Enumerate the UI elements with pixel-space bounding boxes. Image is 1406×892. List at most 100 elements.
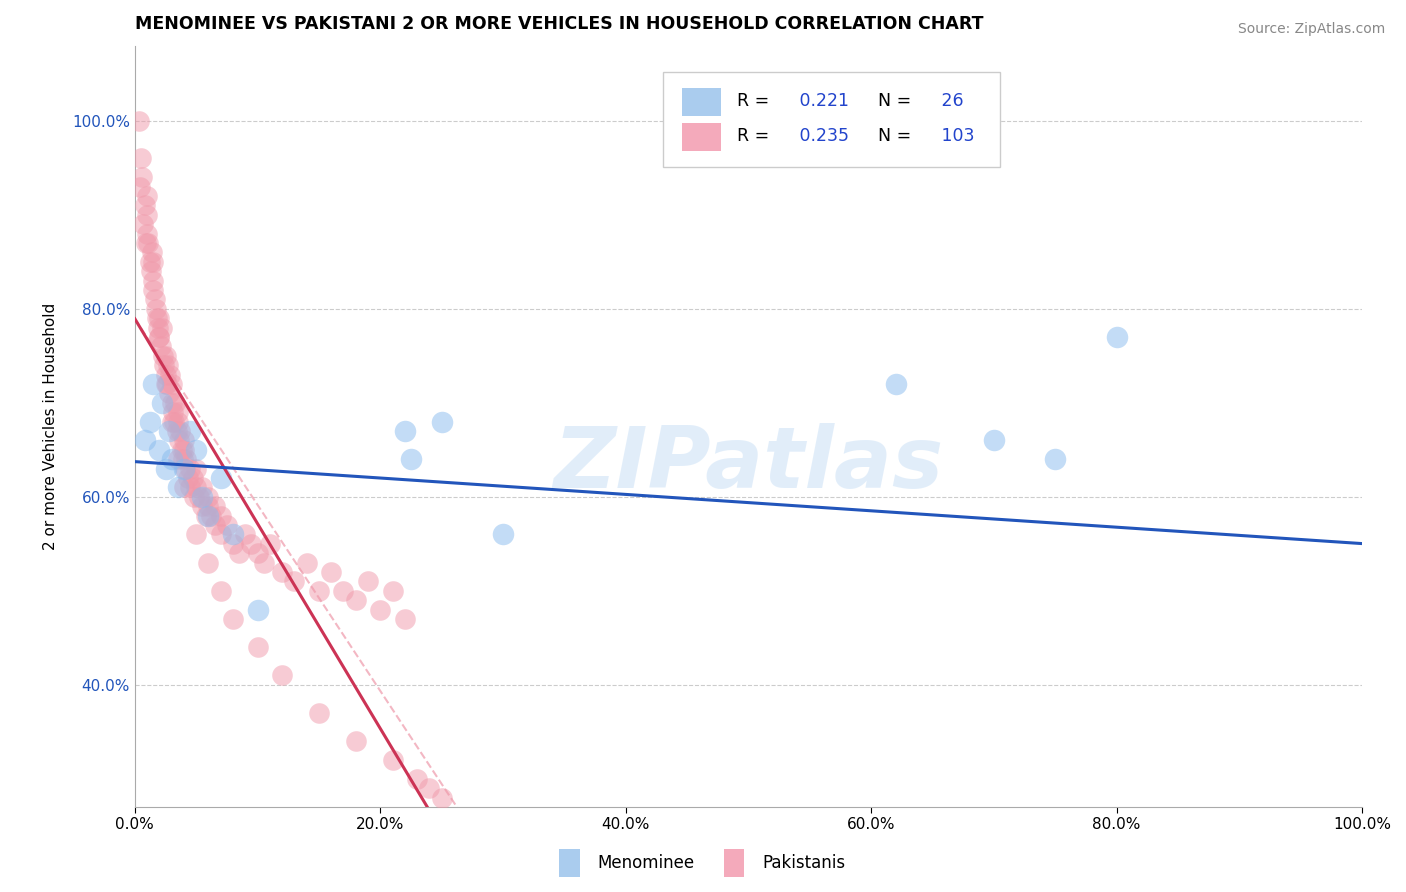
Text: R =: R = — [737, 92, 775, 111]
Text: 0.221: 0.221 — [794, 92, 849, 111]
Point — [381, 753, 404, 767]
Point — [160, 415, 183, 429]
Text: Menominee: Menominee — [598, 855, 695, 872]
Point — [142, 274, 165, 288]
Point — [160, 377, 183, 392]
Point — [204, 500, 226, 514]
Point — [131, 170, 153, 185]
FancyBboxPatch shape — [682, 122, 721, 151]
Point — [191, 500, 214, 514]
Point — [148, 311, 170, 326]
Point — [148, 330, 170, 344]
Point — [129, 152, 152, 166]
Text: N =: N = — [868, 127, 917, 145]
Point — [884, 377, 907, 392]
Point — [186, 527, 208, 541]
Point — [186, 480, 208, 494]
Point — [148, 320, 170, 334]
Point — [143, 293, 166, 307]
Text: 26: 26 — [936, 92, 963, 111]
Point — [381, 583, 404, 598]
Point — [186, 461, 208, 475]
Point — [159, 368, 181, 382]
Point — [253, 556, 276, 570]
Point — [259, 537, 281, 551]
Point — [176, 471, 198, 485]
Point — [308, 706, 330, 720]
Point — [983, 434, 1005, 448]
Point — [174, 461, 197, 475]
Point — [191, 490, 214, 504]
Point — [152, 349, 174, 363]
Point — [209, 508, 232, 523]
Point — [357, 574, 380, 589]
Point — [399, 452, 422, 467]
Point — [1045, 452, 1067, 467]
Text: MENOMINEE VS PAKISTANI 2 OR MORE VEHICLES IN HOUSEHOLD CORRELATION CHART: MENOMINEE VS PAKISTANI 2 OR MORE VEHICLE… — [135, 15, 983, 33]
Point — [166, 480, 188, 494]
Point — [197, 508, 219, 523]
Point — [146, 311, 169, 326]
Point — [492, 527, 515, 541]
Text: Source: ZipAtlas.com: Source: ZipAtlas.com — [1237, 22, 1385, 37]
Point — [136, 208, 159, 222]
Point — [166, 405, 188, 419]
Point — [197, 490, 219, 504]
Point — [166, 415, 188, 429]
Point — [271, 668, 294, 682]
Point — [246, 546, 269, 560]
Point — [136, 189, 159, 203]
Point — [134, 198, 156, 212]
Point — [166, 452, 188, 467]
Point — [162, 405, 184, 419]
Point — [157, 424, 180, 438]
Point — [166, 424, 188, 438]
Point — [170, 442, 193, 457]
Point — [135, 235, 157, 250]
Point — [209, 527, 232, 541]
Text: 0.235: 0.235 — [794, 127, 849, 145]
Point — [150, 320, 173, 334]
Point — [155, 377, 177, 392]
Point — [148, 330, 170, 344]
Point — [142, 283, 165, 297]
Y-axis label: 2 or more Vehicles in Household: 2 or more Vehicles in Household — [44, 302, 58, 550]
Point — [233, 527, 256, 541]
Point — [155, 368, 177, 382]
Point — [368, 602, 391, 616]
Point — [191, 480, 214, 494]
Point — [430, 790, 453, 805]
Point — [141, 245, 163, 260]
Point — [204, 518, 226, 533]
Point — [228, 546, 250, 560]
Point — [176, 452, 198, 467]
Point — [179, 424, 201, 438]
Point — [215, 518, 238, 533]
Point — [167, 434, 190, 448]
Point — [165, 396, 187, 410]
Point — [169, 424, 191, 438]
Point — [222, 527, 245, 541]
Point — [134, 434, 156, 448]
Point — [139, 264, 162, 278]
Point — [186, 442, 208, 457]
Point — [308, 583, 330, 598]
Point — [173, 461, 195, 475]
Text: ZIPatlas: ZIPatlas — [554, 423, 943, 506]
Text: N =: N = — [868, 92, 917, 111]
Text: Pakistanis: Pakistanis — [762, 855, 845, 872]
Point — [197, 500, 219, 514]
Point — [222, 612, 245, 626]
Point — [156, 377, 179, 392]
Point — [173, 442, 195, 457]
Point — [138, 255, 160, 269]
Point — [418, 781, 440, 796]
Text: R =: R = — [737, 127, 775, 145]
Point — [142, 255, 165, 269]
Point — [246, 602, 269, 616]
Point — [138, 415, 160, 429]
Point — [132, 217, 155, 231]
Text: 103: 103 — [936, 127, 974, 145]
Point — [157, 386, 180, 401]
Point — [163, 415, 186, 429]
